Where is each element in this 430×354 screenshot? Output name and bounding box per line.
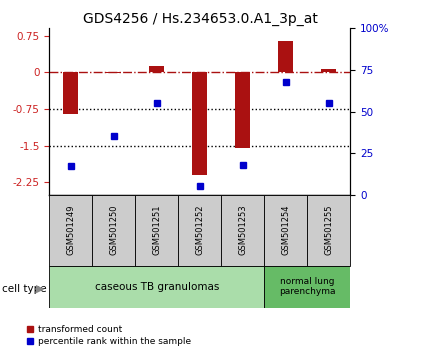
Text: GSM501253: GSM501253 bbox=[239, 205, 247, 256]
Bar bbox=[264, 195, 307, 266]
Text: caseous TB granulomas: caseous TB granulomas bbox=[95, 282, 219, 292]
Bar bbox=[264, 266, 350, 308]
Bar bbox=[279, 41, 293, 72]
Text: cell type: cell type bbox=[2, 284, 47, 293]
Bar bbox=[150, 66, 164, 72]
Text: normal lung
parenchyma: normal lung parenchyma bbox=[279, 277, 336, 296]
Text: ▶: ▶ bbox=[36, 284, 44, 293]
Bar bbox=[322, 69, 337, 72]
Bar bbox=[178, 195, 221, 266]
Bar bbox=[135, 195, 178, 266]
Bar bbox=[92, 195, 135, 266]
Text: GSM501249: GSM501249 bbox=[67, 205, 75, 255]
Legend: transformed count, percentile rank within the sample: transformed count, percentile rank withi… bbox=[22, 321, 195, 349]
Text: GSM501252: GSM501252 bbox=[196, 205, 204, 255]
Text: GSM501251: GSM501251 bbox=[153, 205, 161, 255]
Bar bbox=[64, 72, 79, 114]
Bar bbox=[307, 195, 350, 266]
Bar bbox=[107, 72, 122, 73]
Bar bbox=[193, 72, 208, 175]
Bar bbox=[49, 266, 264, 308]
Title: GDS4256 / Hs.234653.0.A1_3p_at: GDS4256 / Hs.234653.0.A1_3p_at bbox=[83, 12, 317, 26]
Bar bbox=[221, 195, 264, 266]
Bar bbox=[236, 72, 250, 148]
Text: GSM501254: GSM501254 bbox=[282, 205, 290, 255]
Bar bbox=[49, 195, 92, 266]
Text: GSM501255: GSM501255 bbox=[325, 205, 333, 255]
Text: GSM501250: GSM501250 bbox=[110, 205, 118, 255]
